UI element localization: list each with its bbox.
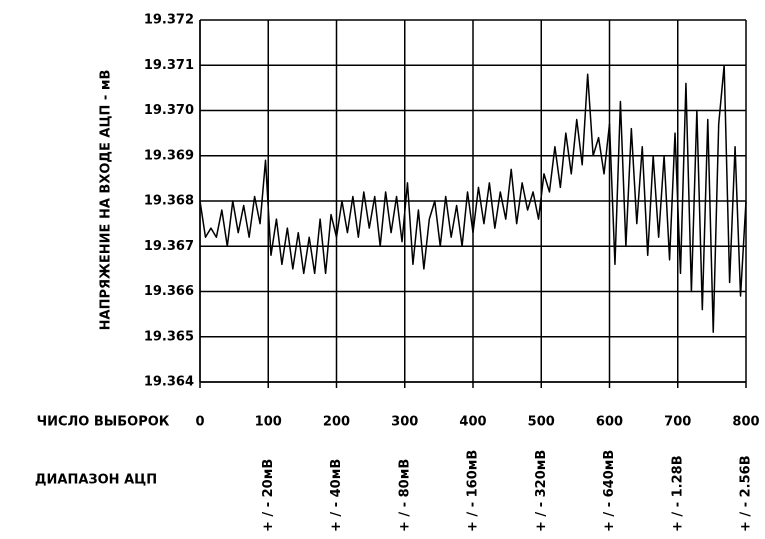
range-label: + / - 160мВ	[466, 450, 481, 532]
x-tick-label: 600	[596, 415, 623, 430]
x-tick-label: 500	[528, 415, 555, 430]
x-tick-label: 400	[459, 415, 486, 430]
range-label: + / - 40мВ	[329, 459, 344, 532]
y-tick-label: 19.371	[144, 58, 194, 73]
y-tick-label: 19.366	[144, 284, 194, 299]
x-tick-label: 100	[255, 415, 282, 430]
data-line	[199, 64, 747, 333]
y-tick-label: 19.372	[144, 13, 194, 28]
range-label: + / - 2.56В	[739, 455, 754, 532]
y-tick-label: 19.370	[144, 103, 194, 118]
range-label: + / - 1.28В	[670, 455, 685, 532]
range-label: + / - 20мВ	[261, 459, 276, 532]
y-axis-title: НАПРЯЖЕНИЕ НА ВХОДЕ АЦП - мВ	[99, 70, 114, 331]
x-tick-label: 700	[664, 415, 691, 430]
x-tick-label: 200	[323, 415, 350, 430]
y-tick-label: 19.369	[144, 148, 194, 163]
x-tick-label: 0	[195, 415, 204, 430]
y-tick-label: 19.364	[144, 375, 194, 390]
x-axis-title: ЧИСЛО ВЫБОРОК	[37, 415, 170, 430]
y-tick-label: 19.365	[144, 329, 194, 344]
range-title: ДИАПАЗОН АЦП	[35, 473, 157, 488]
range-label: + / - 80мВ	[397, 459, 412, 532]
range-label: + / - 640мВ	[602, 450, 617, 532]
x-tick-label: 300	[391, 415, 418, 430]
x-tick-label: 800	[732, 415, 759, 430]
y-tick-label: 19.367	[144, 239, 194, 254]
range-label: + / - 320мВ	[534, 450, 549, 532]
y-tick-label: 19.368	[144, 194, 194, 209]
